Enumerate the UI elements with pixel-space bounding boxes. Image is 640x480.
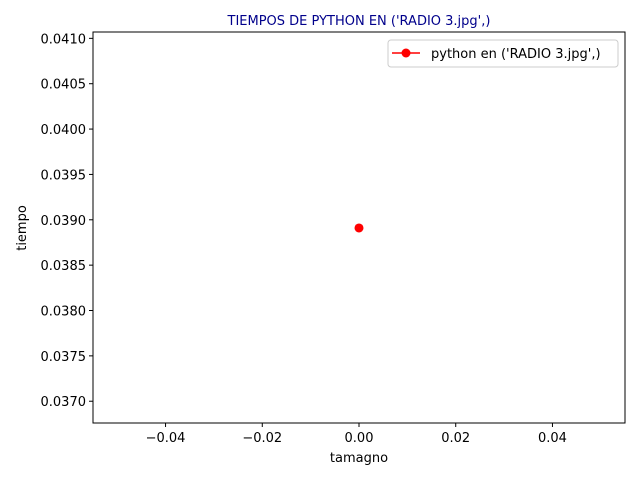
plot-area: [354, 223, 364, 233]
x-tick-label: 0.00: [345, 431, 374, 446]
x-axis: −0.04 −0.02 0.00 0.02 0.04: [146, 423, 567, 446]
y-tick-label: 0.0390: [41, 214, 87, 229]
x-tick-label: −0.04: [146, 431, 186, 446]
legend-marker-sample: [401, 48, 411, 58]
y-tick-label: 0.0370: [41, 395, 87, 410]
y-axis: 0.0370 0.0375 0.0380 0.0385 0.0390 0.0395 0.04…: [41, 32, 93, 410]
y-tick-label: 0.0385: [41, 259, 87, 274]
legend-entry-label: python en ('RADIO 3.jpg',): [431, 47, 601, 62]
x-axis-label: tamagno: [330, 451, 388, 466]
chart-title: TIEMPOS DE PYTHON EN ('RADIO 3.jpg',): [227, 14, 491, 29]
y-tick-label: 0.0405: [41, 78, 87, 93]
y-axis-label: tiempo: [15, 205, 30, 251]
y-tick-label: 0.0400: [41, 123, 87, 138]
x-tick-label: 0.02: [441, 431, 470, 446]
y-tick-label: 0.0395: [41, 168, 87, 183]
data-point: [354, 223, 364, 233]
x-tick-label: 0.04: [538, 431, 567, 446]
x-tick-label: −0.02: [242, 431, 282, 446]
y-tick-label: 0.0375: [41, 350, 87, 365]
legend: python en ('RADIO 3.jpg',): [387, 39, 619, 68]
y-tick-label: 0.0380: [41, 305, 87, 320]
y-tick-label: 0.0410: [41, 32, 87, 47]
legend-box: [387, 39, 619, 68]
